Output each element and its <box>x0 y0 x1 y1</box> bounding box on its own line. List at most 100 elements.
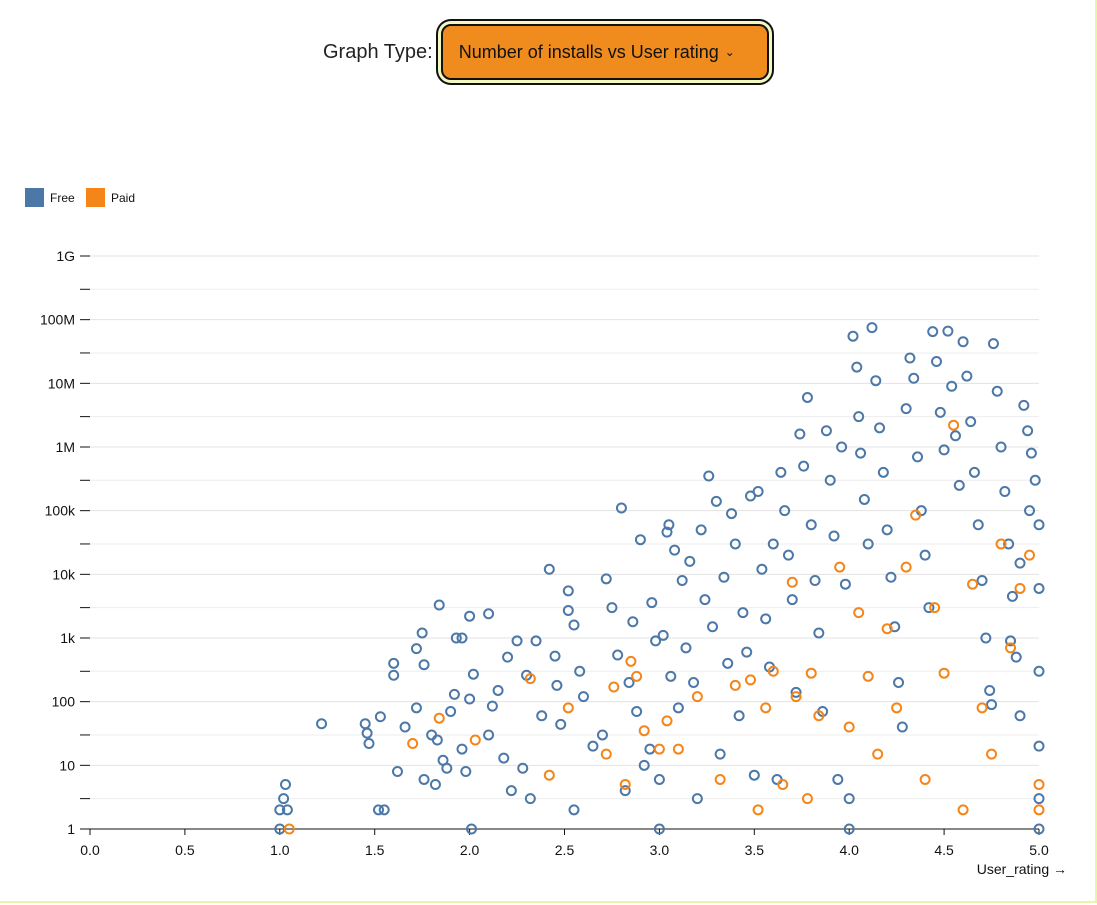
data-point <box>416 627 428 639</box>
data-point <box>498 752 510 764</box>
data-point <box>760 702 772 714</box>
data-point <box>752 486 764 498</box>
y-tick-label: 100 <box>52 694 76 710</box>
data-point <box>676 575 688 587</box>
data-point <box>912 451 924 463</box>
data-point <box>433 712 445 724</box>
data-point <box>767 538 779 550</box>
data-point <box>672 702 684 714</box>
data-point <box>625 655 637 667</box>
y-tick-label: 1M <box>56 439 75 455</box>
data-point <box>577 691 589 703</box>
data-point <box>748 769 760 781</box>
data-point <box>410 702 422 714</box>
data-point <box>752 804 764 816</box>
data-point <box>809 575 821 587</box>
data-point <box>976 575 988 587</box>
data-point <box>587 740 599 752</box>
x-tick-label: 3.0 <box>650 842 670 858</box>
y-tick-label: 1k <box>60 630 76 646</box>
x-tick-label: 4.5 <box>934 842 954 858</box>
data-point <box>653 773 665 785</box>
data-point <box>862 670 874 682</box>
data-point <box>568 804 580 816</box>
data-point <box>910 509 922 521</box>
data-point <box>1003 538 1015 550</box>
chevron-down-icon: ⌄ <box>724 45 735 59</box>
data-point <box>900 403 912 415</box>
data-point <box>615 502 627 514</box>
data-point <box>631 706 643 718</box>
data-point <box>1033 582 1045 594</box>
data-point <box>502 651 514 663</box>
data-point <box>839 578 851 590</box>
data-point <box>441 762 453 774</box>
data-point <box>948 419 960 431</box>
data-point <box>813 710 825 722</box>
x-tick-label: 4.0 <box>839 842 859 858</box>
data-point <box>782 549 794 561</box>
data-point <box>843 721 855 733</box>
graph-type-label: Graph Type: <box>323 40 433 63</box>
data-point <box>669 544 681 556</box>
data-point <box>824 474 836 486</box>
data-point <box>798 460 810 472</box>
y-tick-label: 10 <box>59 757 75 773</box>
data-point <box>363 738 375 750</box>
data-point <box>794 428 806 440</box>
data-point <box>407 738 419 750</box>
x-tick-label: 1.5 <box>365 842 385 858</box>
data-point <box>991 385 1003 397</box>
data-point <box>938 444 950 456</box>
data-point <box>874 422 886 434</box>
data-point <box>919 773 931 785</box>
data-point <box>492 684 504 696</box>
y-tick-label: 1G <box>56 248 75 264</box>
data-point <box>718 571 730 583</box>
data-point <box>813 627 825 639</box>
data-point <box>733 710 745 722</box>
series-paid <box>283 419 1045 835</box>
data-point <box>805 519 817 531</box>
data-point <box>612 649 624 661</box>
y-tick-label: 100k <box>45 503 76 519</box>
data-point <box>650 635 662 647</box>
data-point <box>680 642 692 654</box>
data-point <box>274 804 286 816</box>
data-point <box>737 607 749 619</box>
data-point <box>889 621 901 633</box>
data-point <box>957 336 969 348</box>
data-point <box>967 578 979 590</box>
data-point <box>279 778 291 790</box>
data-point <box>934 406 946 418</box>
data-point <box>881 623 893 635</box>
data-point <box>517 762 529 774</box>
data-point <box>986 748 998 760</box>
data-point <box>665 670 677 682</box>
data-point <box>469 734 481 746</box>
data-point <box>456 743 468 755</box>
graph-type-select[interactable]: Number of installs vs User rating ⌄ <box>440 24 769 80</box>
data-point <box>505 785 517 797</box>
x-tick-label: 5.0 <box>1029 842 1049 858</box>
data-point <box>834 561 846 573</box>
data-point <box>908 372 920 384</box>
data-point <box>1014 710 1026 722</box>
data-point <box>828 530 840 542</box>
data-point <box>900 561 912 573</box>
data-point <box>388 669 400 681</box>
x-axis-title: User_rating → <box>977 861 1067 877</box>
y-tick-label: 100M <box>40 312 75 328</box>
x-tick-label: 2.5 <box>555 842 575 858</box>
data-point <box>600 748 612 760</box>
data-point <box>722 657 734 669</box>
series-free <box>274 322 1045 835</box>
data-point <box>832 773 844 785</box>
data-point <box>600 573 612 585</box>
data-point <box>1024 505 1036 517</box>
data-point <box>729 679 741 691</box>
x-tick-label: 2.0 <box>460 842 480 858</box>
data-point <box>726 508 738 520</box>
data-point <box>931 356 943 368</box>
